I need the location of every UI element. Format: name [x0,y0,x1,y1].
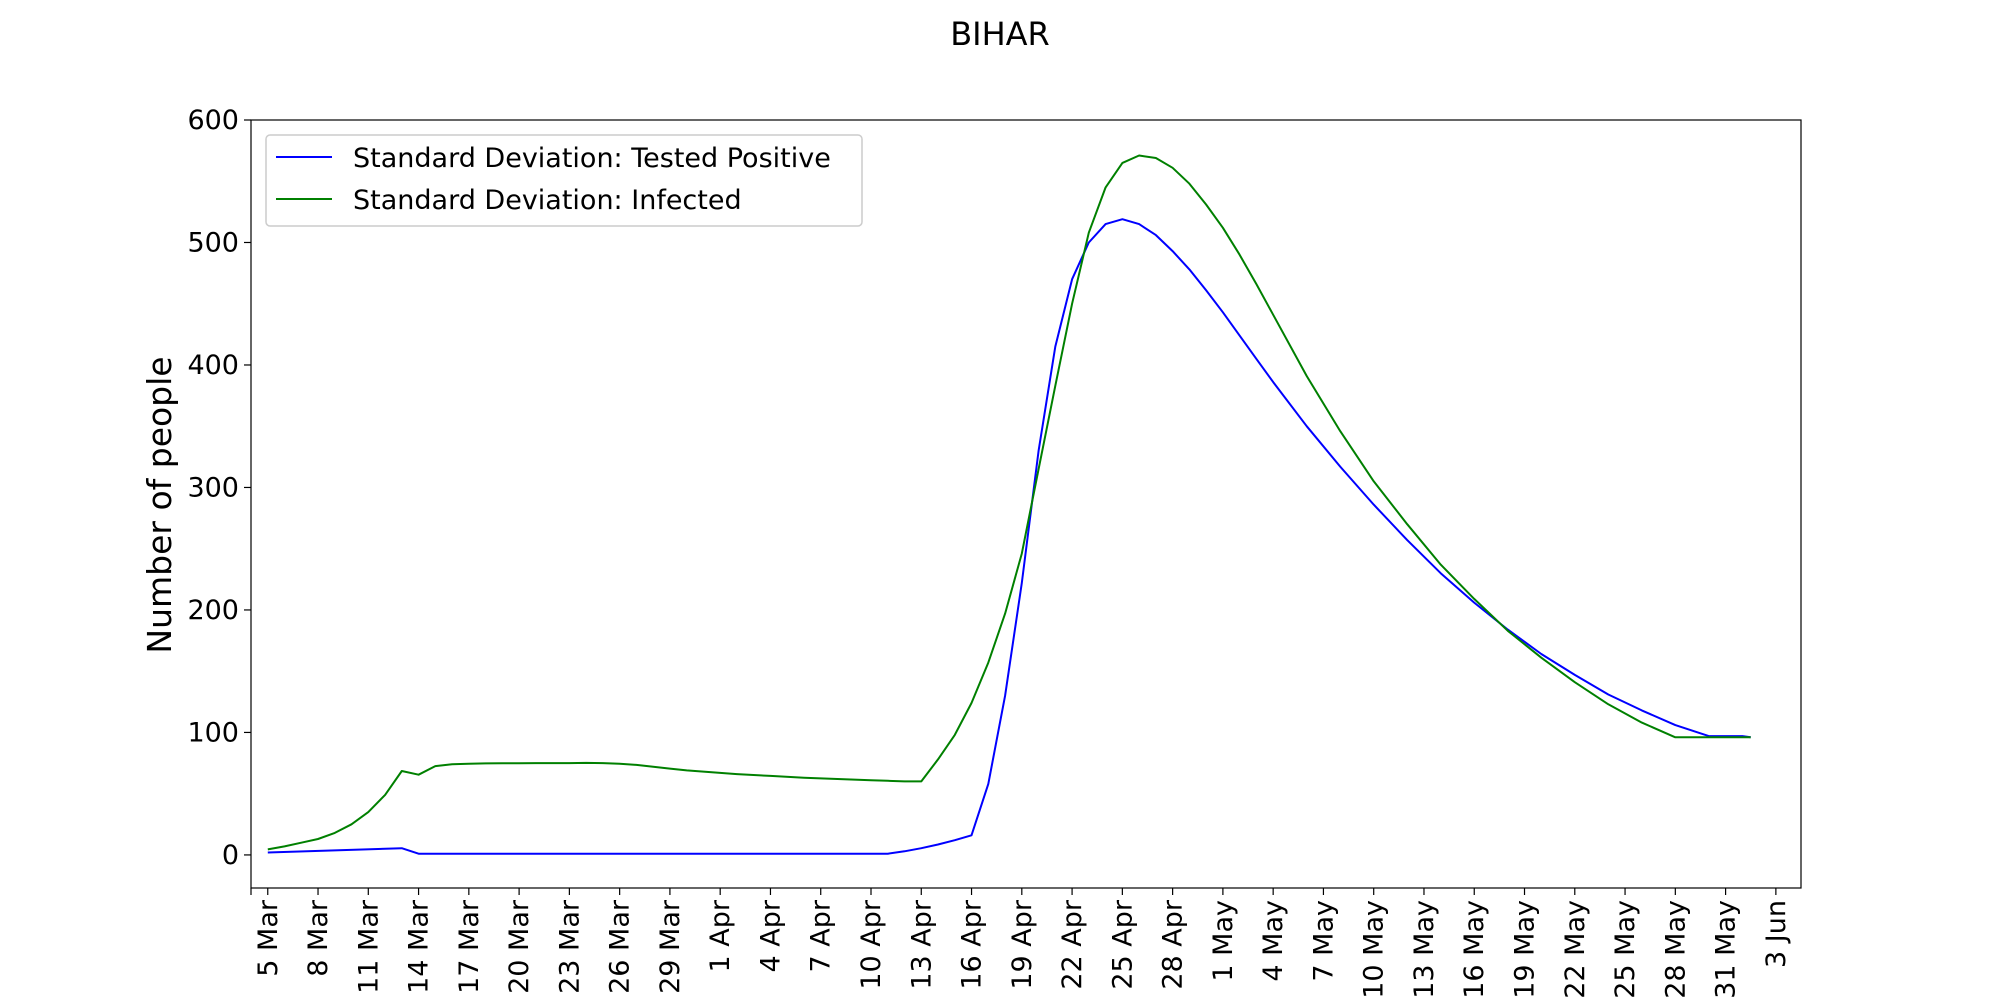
y-axis-label: Number of people [140,356,179,653]
x-tick-label: 4 May [1258,900,1289,982]
x-tick-label: 22 May [1560,900,1591,999]
y-tick-label: 500 [187,227,239,258]
x-tick-label: 20 Mar [504,899,535,994]
y-tick-label: 600 [187,105,239,136]
x-tick-label: 19 Apr [1007,899,1038,990]
y-tick-label: 300 [187,472,239,503]
tick-layer: 0 100 200 300 400 500 600 5 Mar 8 Mar 11 Mar 14 Ma… [187,105,1791,999]
series-line-infected [267,154,1751,851]
x-tick-label: 23 Mar [554,899,585,994]
x-tick-label: 28 Apr [1158,899,1189,990]
x-tick-label: 31 May [1711,900,1742,999]
y-tick-label: 200 [187,595,239,626]
legend-box [265,134,863,227]
x-tick-label: 1 Apr [705,899,736,972]
chart-title: BIHAR [950,15,1050,53]
x-tick-label: 17 Mar [454,899,485,994]
x-tick-label: 4 Apr [755,899,786,972]
x-tick-label: 8 Mar [303,899,334,977]
y-tick-label: 100 [187,717,239,748]
x-tick-label: 29 Mar [655,899,686,994]
legend-label-infected: Standard Deviation: Infected [353,185,742,216]
y-tick-label: 400 [187,350,239,381]
x-tick-label: 1 May [1208,900,1239,982]
x-tick-label: 13 Apr [906,899,937,990]
legend-label-tested-positive: Standard Deviation: Tested Positive [353,143,831,174]
y-tick-label: 0 [222,840,239,871]
plot-frame [250,119,1802,889]
x-tick-label: 16 Apr [957,899,988,990]
x-tick-label: 22 Apr [1057,899,1088,990]
x-tick-label: 28 May [1660,900,1691,999]
x-tick-label: 11 Mar [353,899,384,994]
x-tick-label: 16 May [1459,900,1490,999]
legend: Standard Deviation: Tested Positive Stan… [265,134,863,227]
x-tick-label: 3 Jun [1761,900,1792,968]
x-tick-label: 26 Mar [605,899,636,994]
x-tick-label: 10 Apr [856,899,887,990]
x-tick-label: 13 May [1409,900,1440,999]
series-layer [267,154,1751,855]
x-tick-label: 7 Apr [806,899,837,972]
series-line-tested-positive [267,218,1751,855]
x-tick-label: 25 May [1610,900,1641,999]
x-tick-label: 5 Mar [253,899,284,977]
x-tick-label: 10 May [1359,900,1390,999]
x-tick-label: 19 May [1510,900,1541,999]
x-tick-label: 14 Mar [404,899,435,994]
x-tick-label: 7 May [1308,900,1339,982]
x-tick-label: 25 Apr [1107,899,1138,990]
